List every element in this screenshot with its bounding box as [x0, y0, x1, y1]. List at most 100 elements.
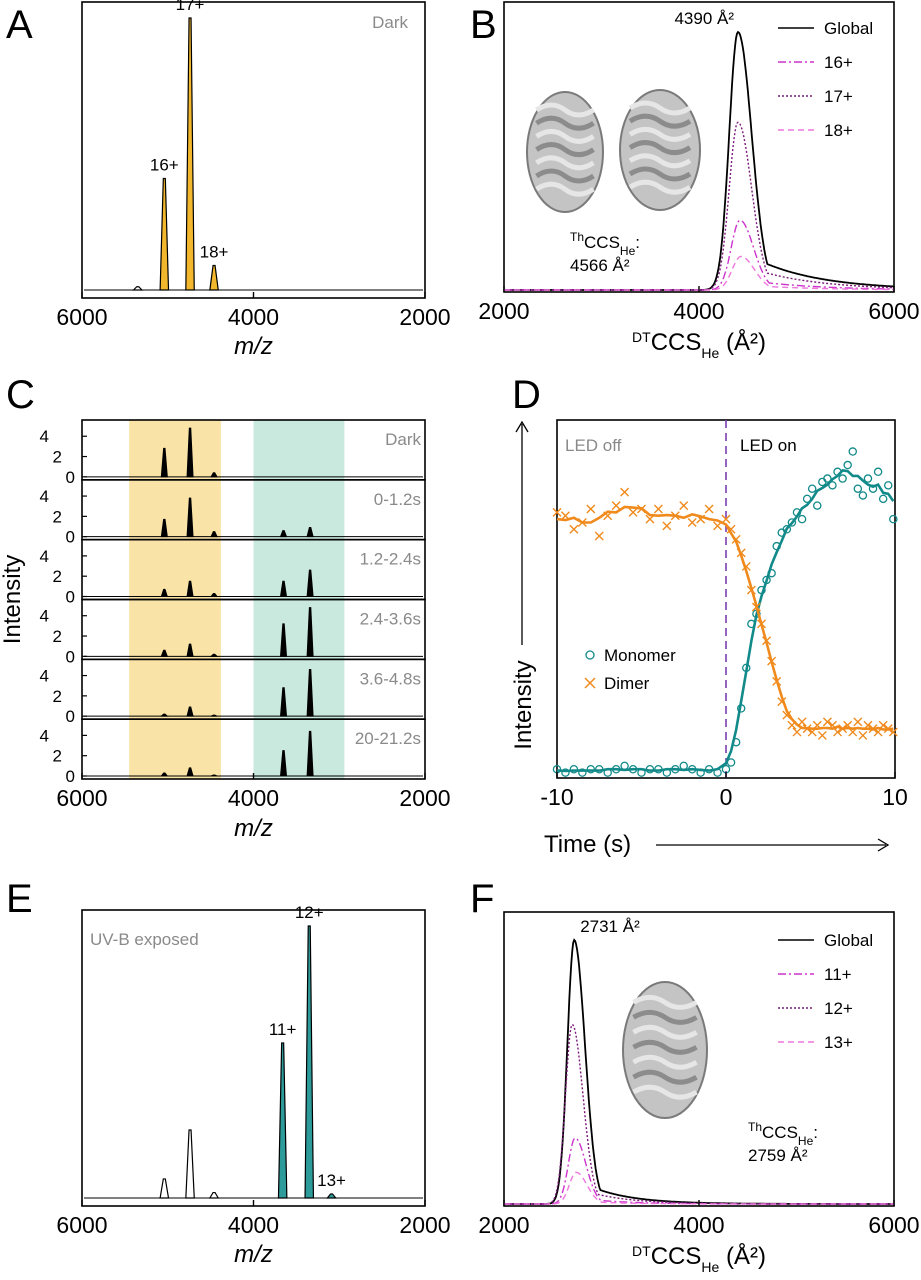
- legend-marker-1: [584, 677, 596, 689]
- y-tick-label-1: 2: [53, 448, 62, 467]
- x-tick-label-0: 2000: [478, 298, 529, 324]
- row-peak-4: [306, 730, 314, 777]
- row-peak-1: [186, 643, 194, 657]
- x-tick-label-2: 10: [882, 784, 908, 810]
- data-point-0-25: [747, 619, 756, 629]
- data-point-0-34: [792, 508, 802, 517]
- data-point-1-22: [731, 534, 741, 544]
- x-tick-label-0: -10: [540, 784, 573, 810]
- row-peak-1: [186, 767, 194, 777]
- data-point-1-27: [756, 619, 766, 629]
- data-point-1-18: [704, 504, 714, 514]
- structure-strand-1: [632, 1009, 698, 1025]
- panel-label-f: F: [470, 877, 494, 921]
- data-point-1-40: [822, 717, 832, 727]
- y-tick-label-1: 2: [53, 507, 62, 526]
- peak-1: [185, 1129, 195, 1199]
- structure-strand-6: [632, 1084, 698, 1100]
- data-point-0-13: [662, 768, 672, 777]
- x-tick-label-1: 4000: [228, 304, 279, 330]
- structure-strand-5: [535, 168, 595, 184]
- data-point-1-52: [883, 724, 893, 734]
- panel-f: 2731 Å² Global 11+ 12+ 13+ ThCCSHe:2759 Å² 200…: [478, 911, 920, 1275]
- data-point-1-15: [679, 501, 689, 511]
- data-point-1-31: [777, 697, 787, 707]
- row-peak-0: [160, 447, 168, 478]
- data-point-0-38: [813, 501, 822, 510]
- data-point-0-19: [713, 768, 722, 777]
- row-peak-0: [160, 772, 169, 777]
- row-label-1: 0-1.2s: [374, 490, 421, 509]
- x-arrow-head: [877, 838, 890, 852]
- x-tick-label-1: 4000: [673, 298, 724, 324]
- theory-ccs-value: 2759 Å²: [748, 1146, 808, 1165]
- series-line-1: [504, 219, 894, 291]
- theory-ccs-label: ThCCSHe:: [748, 1120, 818, 1148]
- data-point-0-51: [878, 494, 888, 504]
- y-tick-label-0: 0: [66, 528, 75, 547]
- data-point-0-15: [679, 761, 689, 771]
- structure-strand-3: [535, 142, 595, 158]
- legend-marker-0: [585, 650, 595, 660]
- y-tick-label-0: 0: [66, 767, 75, 786]
- row-peak-3: [279, 687, 288, 717]
- panel-label-e: E: [6, 877, 33, 921]
- data-point-1-47: [858, 730, 868, 740]
- row-label-2: 1.2-2.4s: [360, 550, 421, 569]
- y-tick-label-0: 0: [66, 468, 75, 487]
- data-point-0-1: [561, 768, 570, 777]
- peak-ccs-label: 2731 Å²: [580, 917, 640, 936]
- data-point-1-44: [843, 720, 853, 730]
- data-point-0-5: [595, 764, 604, 774]
- row-peak-1: [186, 497, 194, 538]
- row-peak-1: [186, 427, 194, 478]
- x-tick-label-2: 2000: [399, 304, 450, 330]
- data-point-1-33: [787, 720, 797, 730]
- data-point-0-8: [620, 761, 629, 771]
- structure-strand-5: [628, 166, 692, 182]
- y-tick-label-2: 4: [40, 726, 49, 745]
- peak-label-0: 16+: [150, 155, 179, 174]
- x-tick-label-1: 4000: [228, 1212, 279, 1238]
- structure-strand-3: [632, 1039, 698, 1055]
- data-point-1-5: [594, 531, 604, 541]
- structure-strand-0: [535, 102, 595, 118]
- data-point-1-25: [746, 585, 756, 595]
- data-point-0-24: [742, 663, 751, 673]
- x-axis-label: Time (s): [544, 831, 631, 858]
- panel-d: LED off LED on Monomer Dimer -10 0 10 Time (s) I…: [510, 419, 908, 858]
- data-point-1-17: [696, 514, 706, 524]
- x-axis-label: m/z: [234, 815, 273, 842]
- legend-label-0: Monomer: [604, 646, 676, 665]
- data-point-0-49: [868, 484, 878, 493]
- structure-strand-4: [628, 153, 692, 169]
- data-point-0-16: [687, 764, 697, 774]
- panel-label-a: A: [6, 3, 33, 47]
- data-point-1-19: [713, 521, 723, 531]
- series-line-1: [504, 1137, 894, 1205]
- row-label-5: 20-21.2s: [355, 729, 421, 748]
- data-point-1-16: [687, 518, 697, 527]
- data-point-0-14: [671, 764, 680, 774]
- data-point-0-7: [611, 764, 621, 774]
- row-peak-4: [306, 527, 314, 538]
- structure-strand-6: [535, 181, 595, 197]
- x-tick-label-2: 6000: [868, 298, 919, 324]
- data-point-1-7: [611, 501, 621, 511]
- data-point-1-30: [772, 676, 782, 686]
- panel-label-b: B: [470, 3, 497, 47]
- y-tick-label-2: 4: [40, 487, 49, 506]
- legend-label-3: 18+: [824, 121, 853, 140]
- stack-row-2: 1.2-2.4s 024: [40, 538, 426, 607]
- data-point-0-41: [828, 481, 837, 490]
- legend-label-1: 11+: [824, 965, 852, 984]
- data-point-1-6: [603, 511, 613, 521]
- panel-label-c: C: [6, 373, 35, 417]
- row-peak-3: [279, 580, 288, 597]
- peak-5: [326, 1193, 337, 1199]
- data-point-0-43: [838, 474, 847, 483]
- data-point-0-6: [603, 768, 612, 777]
- data-point-1-36: [802, 724, 812, 734]
- row-peak-2: [210, 714, 218, 717]
